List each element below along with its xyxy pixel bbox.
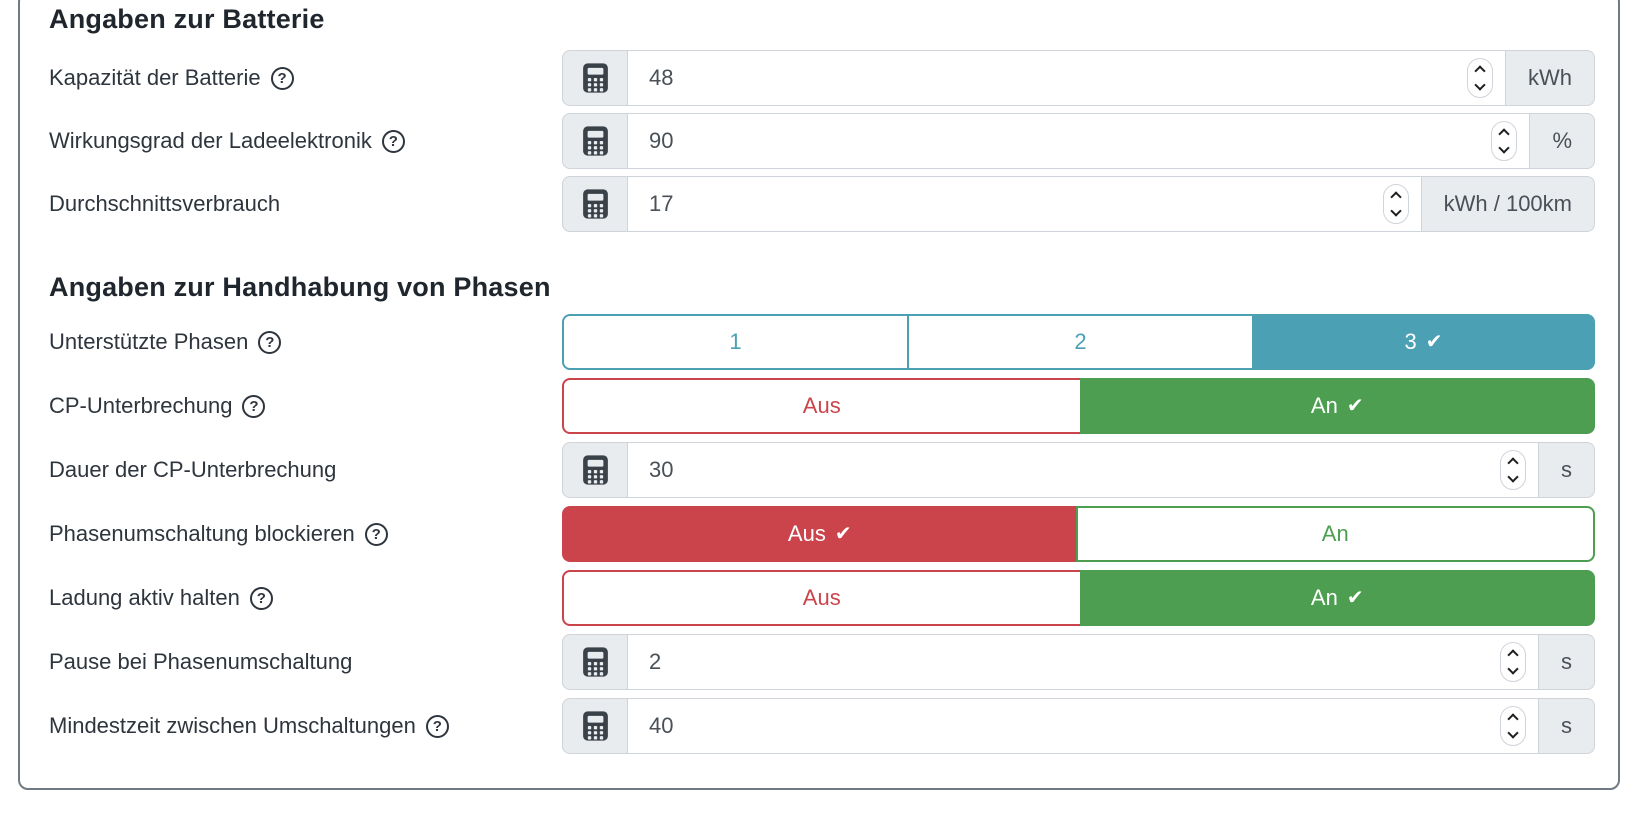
row-min-switch-time: Mindestzeit zwischen Umschaltungen ? s (49, 698, 1595, 754)
calculator-icon (582, 63, 608, 93)
check-icon: ✔ (1346, 395, 1364, 417)
phase-switch-pause-input-group: s (562, 634, 1595, 690)
help-icon[interactable]: ? (249, 586, 273, 610)
calculator-icon (582, 647, 608, 677)
help-icon[interactable]: ? (270, 66, 294, 90)
section-heading-phases: Angaben zur Handhabung von Phasen (49, 272, 551, 302)
cp-interruption-button-group: Aus An ✔ (562, 378, 1595, 434)
row-cp-interruption: CP-Unterbrechung ? Aus An ✔ (49, 378, 1595, 434)
cp-interruption-aus-button[interactable]: Aus (562, 378, 1082, 434)
calculator-addon (562, 113, 628, 169)
help-icon[interactable]: ? (242, 394, 266, 418)
block-phase-switch-label: Phasenumschaltung blockieren (49, 521, 355, 546)
supported-phases-button-group: 1 2 3 ✔ (562, 314, 1595, 370)
chevron-up-icon (1498, 128, 1511, 140)
row-average-consumption: Durchschnittsverbrauch kWh / 100km (49, 176, 1595, 232)
chevron-down-icon (1498, 142, 1511, 154)
chevron-down-icon (1389, 205, 1402, 217)
row-cp-duration: Dauer der CP-Unterbrechung s (49, 442, 1595, 498)
help-icon[interactable]: ? (381, 129, 405, 153)
phase-switch-pause-label: Pause bei Phasenumschaltung (49, 649, 353, 674)
keep-charging-label: Ladung aktiv halten (49, 585, 240, 610)
min-switch-time-label: Mindestzeit zwischen Umschaltungen (49, 713, 416, 738)
chevron-up-icon (1389, 191, 1402, 203)
keep-charging-an-button[interactable]: An ✔ (1079, 570, 1595, 626)
chevron-up-icon (1474, 65, 1486, 77)
calculator-addon (562, 698, 628, 754)
number-stepper[interactable] (1500, 450, 1526, 490)
chevron-down-icon (1474, 79, 1486, 91)
battery-capacity-unit: kWh (1505, 50, 1595, 106)
row-block-phase-switch: Phasenumschaltung blockieren ? Aus ✔ An (49, 506, 1595, 562)
keep-charging-aus-button[interactable]: Aus (562, 570, 1082, 626)
number-stepper[interactable] (1491, 121, 1518, 161)
row-battery-capacity: Kapazität der Batterie ? kWh (49, 50, 1595, 106)
charger-efficiency-input-group: % (562, 113, 1595, 169)
chevron-down-icon (1507, 663, 1519, 675)
cp-duration-input-group: s (562, 442, 1595, 498)
check-icon: ✔ (834, 523, 852, 545)
number-stepper[interactable] (1500, 642, 1526, 682)
phases-3-button[interactable]: 3 ✔ (1252, 314, 1595, 370)
check-icon: ✔ (1346, 587, 1364, 609)
help-icon[interactable]: ? (364, 522, 388, 546)
supported-phases-label: Unterstützte Phasen (49, 329, 249, 354)
charger-efficiency-input[interactable] (627, 113, 1531, 169)
block-phase-switch-aus-button[interactable]: Aus ✔ (562, 506, 1078, 562)
row-keep-charging: Ladung aktiv halten ? Aus An ✔ (49, 570, 1595, 626)
number-stepper[interactable] (1382, 184, 1409, 224)
cp-duration-label: Dauer der CP-Unterbrechung (49, 457, 337, 482)
average-consumption-input[interactable] (627, 176, 1422, 232)
number-stepper[interactable] (1500, 706, 1526, 746)
cp-duration-unit: s (1538, 442, 1595, 498)
row-charger-efficiency: Wirkungsgrad der Ladeelektronik ? % (49, 113, 1595, 169)
help-icon[interactable]: ? (425, 714, 449, 738)
calculator-addon (562, 176, 628, 232)
battery-capacity-label: Kapazität der Batterie (49, 65, 261, 90)
min-switch-time-unit: s (1538, 698, 1595, 754)
min-switch-time-input-group: s (562, 698, 1595, 754)
number-stepper[interactable] (1467, 58, 1493, 98)
phase-switch-pause-input[interactable] (627, 634, 1539, 690)
section-heading-battery: Angaben zur Batterie (49, 4, 325, 34)
settings-card: Angaben zur Batterie Kapazität der Batte… (18, 0, 1620, 790)
phases-1-button[interactable]: 1 (562, 314, 909, 370)
calculator-icon (582, 455, 608, 485)
chevron-up-icon (1507, 713, 1519, 725)
chevron-up-icon (1507, 457, 1519, 469)
cp-interruption-an-button[interactable]: An ✔ (1079, 378, 1595, 434)
row-supported-phases: Unterstützte Phasen ? 1 2 3 ✔ (49, 314, 1595, 370)
chevron-up-icon (1507, 649, 1519, 661)
phases-2-button[interactable]: 2 (907, 314, 1254, 370)
calculator-addon (562, 442, 628, 498)
phase-switch-pause-unit: s (1538, 634, 1595, 690)
cp-interruption-label: CP-Unterbrechung (49, 393, 233, 418)
average-consumption-input-group: kWh / 100km (562, 176, 1595, 232)
help-icon[interactable]: ? (258, 330, 282, 354)
cp-duration-input[interactable] (627, 442, 1539, 498)
average-consumption-label: Durchschnittsverbrauch (49, 191, 281, 216)
chevron-down-icon (1507, 471, 1519, 483)
charger-efficiency-unit: % (1529, 113, 1595, 169)
calculator-addon (562, 634, 628, 690)
min-switch-time-input[interactable] (627, 698, 1539, 754)
battery-capacity-input-group: kWh (562, 50, 1595, 106)
calculator-addon (562, 50, 628, 106)
charger-efficiency-label: Wirkungsgrad der Ladeelektronik (49, 128, 372, 153)
calculator-icon (582, 126, 608, 156)
average-consumption-unit: kWh / 100km (1420, 176, 1595, 232)
block-phase-switch-button-group: Aus ✔ An (562, 506, 1595, 562)
keep-charging-button-group: Aus An ✔ (562, 570, 1595, 626)
check-icon: ✔ (1425, 331, 1443, 353)
chevron-down-icon (1507, 727, 1519, 739)
calculator-icon (582, 189, 608, 219)
calculator-icon (582, 711, 608, 741)
row-phase-switch-pause: Pause bei Phasenumschaltung s (49, 634, 1595, 690)
block-phase-switch-an-button[interactable]: An (1075, 506, 1595, 562)
battery-capacity-input[interactable] (627, 50, 1506, 106)
